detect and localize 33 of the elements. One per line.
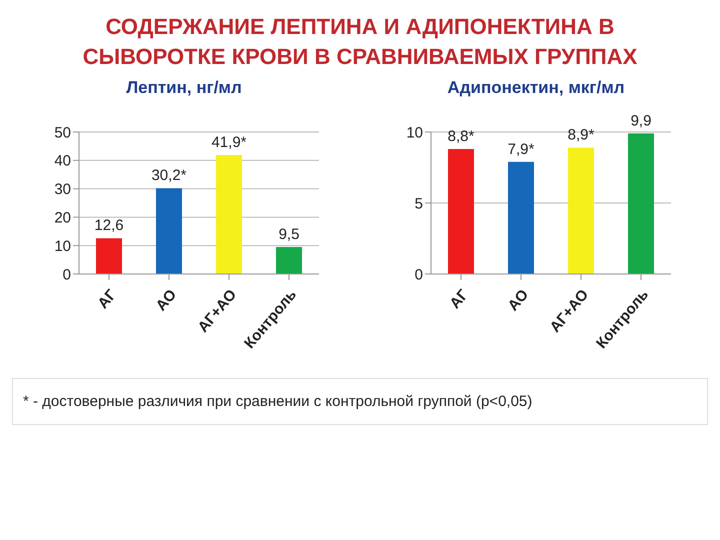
bar — [448, 149, 474, 274]
y-tick-label: 0 — [62, 266, 71, 284]
data-label: 41,9* — [211, 134, 247, 152]
data-label: 7,9* — [508, 140, 534, 158]
y-tick-label: 10 — [54, 238, 71, 255]
y-tick-label: 20 — [54, 210, 71, 227]
data-label: 12,6 — [94, 217, 124, 234]
y-tick-label: 30 — [54, 181, 71, 198]
bar — [96, 238, 122, 274]
data-label: 8,9* — [568, 126, 594, 144]
data-label: 30,2* — [151, 167, 187, 184]
x-tick-label: АО — [152, 286, 180, 314]
bar — [216, 155, 242, 274]
chart-subtitle: Адипонектин, мкг/мл — [446, 78, 626, 99]
data-label: 9,5 — [278, 226, 300, 244]
bar — [628, 133, 654, 274]
bar — [568, 148, 594, 274]
x-tick-label: АГ — [446, 286, 472, 312]
data-label: 9,9 — [630, 112, 652, 130]
x-tick-label: АО — [504, 286, 532, 314]
bar — [276, 247, 302, 274]
y-tick-label: 40 — [54, 152, 71, 170]
x-tick-label: АГ — [94, 286, 120, 312]
y-tick-label: 0 — [414, 266, 423, 284]
data-label: 8,8* — [448, 128, 474, 146]
chart-subtitle: Лептин, нг/мл — [125, 78, 243, 99]
y-tick-label: 10 — [406, 124, 423, 142]
bar — [508, 162, 534, 274]
y-tick-label: 5 — [414, 195, 423, 212]
y-tick-label: 50 — [54, 124, 71, 142]
text: * - достоверные различия при сравнении с контрольной группой (p<0,05) — [12, 378, 708, 425]
bar — [156, 188, 182, 274]
chart-title: СОДЕРЖАНИЕ ЛЕПТИНА И АДИПОНЕКТИНА В СЫВОРОТКЕ КРОВИ В СРАВНИВАЕМЫХ ГРУППАХ — [82, 13, 638, 71]
